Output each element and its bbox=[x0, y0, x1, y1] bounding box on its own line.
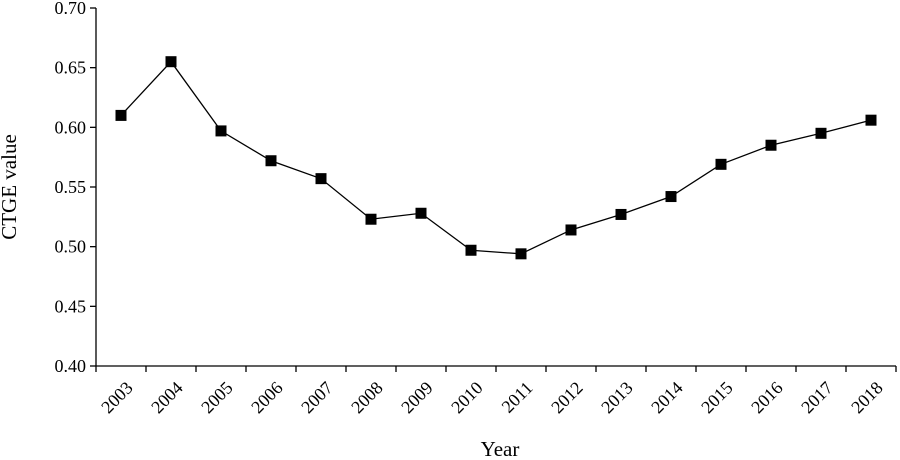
data-point-2016 bbox=[765, 139, 777, 151]
x-tick-label: 2010 bbox=[447, 378, 487, 418]
x-tick-label: 2015 bbox=[697, 378, 737, 418]
data-point-2007 bbox=[315, 173, 327, 185]
y-tick-label: 0.65 bbox=[55, 58, 87, 78]
x-axis: 2003 2004 2005 2006 2007 2008 2009 2010 2011 2012… bbox=[95, 365, 897, 418]
data-point-2003 bbox=[115, 109, 127, 121]
data-point-2010 bbox=[465, 244, 477, 256]
y-tick-label: 0.45 bbox=[55, 296, 87, 316]
data-point-2015 bbox=[715, 158, 727, 170]
x-tick-label: 2008 bbox=[347, 378, 387, 418]
y-tick-label: 0.60 bbox=[55, 117, 87, 137]
x-tick-label: 2003 bbox=[97, 378, 137, 418]
x-tick-label: 2012 bbox=[547, 378, 587, 418]
x-tick-label: 2016 bbox=[747, 378, 787, 418]
y-tick-label: 0.70 bbox=[55, 0, 87, 18]
y-tick-label: 0.55 bbox=[55, 177, 87, 197]
y-axis: 0.40 0.45 0.50 0.55 0.60 0.65 0.70 bbox=[55, 0, 97, 376]
data-point-2012 bbox=[565, 224, 577, 236]
data-point-2011 bbox=[515, 248, 527, 260]
x-tick-label: 2007 bbox=[297, 378, 337, 418]
data-point-2017 bbox=[815, 127, 827, 139]
x-tick-label: 2004 bbox=[147, 378, 187, 418]
x-tick-label: 2018 bbox=[847, 378, 887, 418]
data-point-2008 bbox=[365, 213, 377, 225]
data-point-2005 bbox=[215, 125, 227, 137]
plot-area bbox=[115, 56, 877, 260]
y-axis-title: CTGE value bbox=[0, 134, 21, 240]
x-tick-label: 2013 bbox=[597, 378, 637, 418]
x-tick-label: 2014 bbox=[647, 378, 687, 418]
series-line bbox=[120, 60, 872, 255]
data-point-2004 bbox=[165, 56, 177, 68]
data-point-2014 bbox=[665, 191, 677, 203]
y-tick-label: 0.40 bbox=[55, 356, 87, 376]
x-tick-label: 2017 bbox=[797, 378, 837, 418]
data-point-2006 bbox=[265, 155, 277, 167]
x-axis-title: Year bbox=[481, 437, 520, 460]
y-tick-label: 0.50 bbox=[55, 237, 87, 257]
data-point-2018 bbox=[865, 114, 877, 126]
data-point-2013 bbox=[615, 208, 627, 220]
x-tick-label: 2006 bbox=[247, 378, 287, 418]
x-tick-label: 2011 bbox=[498, 378, 537, 417]
data-point-2009 bbox=[415, 207, 427, 219]
x-tick-label: 2009 bbox=[397, 378, 437, 418]
x-tick-label: 2005 bbox=[197, 378, 237, 418]
